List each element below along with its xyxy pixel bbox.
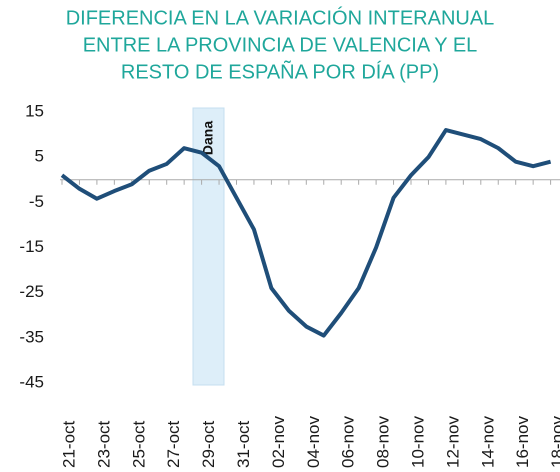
x-tick-label: 02-nov: [269, 416, 288, 468]
y-tick-label: -45: [19, 372, 44, 391]
y-tick-label: -5: [29, 192, 44, 211]
x-tick-label: 10-nov: [408, 416, 427, 468]
x-tick-label: 29-oct: [199, 420, 218, 468]
y-tick-label: 15: [25, 101, 44, 120]
x-tick-label: 25-oct: [129, 420, 148, 468]
x-tick-label: 27-oct: [164, 420, 183, 468]
event-band: [192, 107, 225, 386]
x-tick-label: 21-oct: [59, 420, 78, 468]
y-tick-label: -35: [19, 327, 44, 346]
chart-title: DIFERENCIA EN LA VARIACIÓN INTERANUAL: [66, 6, 495, 29]
y-tick-label: -15: [19, 237, 44, 256]
x-tick-label: 14-nov: [478, 416, 497, 468]
x-tick-label: 31-oct: [234, 420, 253, 468]
x-tick-label: 08-nov: [374, 416, 393, 468]
x-tick-label: 18-nov: [548, 416, 560, 468]
chart-title: RESTO DE ESPAÑA POR DÍA (PP): [121, 59, 439, 83]
x-tick-label: 04-nov: [304, 416, 323, 468]
x-tick-label: 06-nov: [339, 416, 358, 468]
chart-title: ENTRE LA PROVINCIA DE VALENCIA Y EL: [83, 34, 478, 56]
x-tick-label: 16-nov: [513, 416, 532, 468]
x-tick-label: 12-nov: [443, 416, 462, 468]
y-tick-label: 5: [35, 147, 44, 166]
annotation: Dana: [200, 121, 216, 155]
data-line: [60, 128, 552, 338]
x-tick-label: 23-oct: [94, 420, 113, 468]
y-tick-label: -25: [19, 282, 44, 301]
